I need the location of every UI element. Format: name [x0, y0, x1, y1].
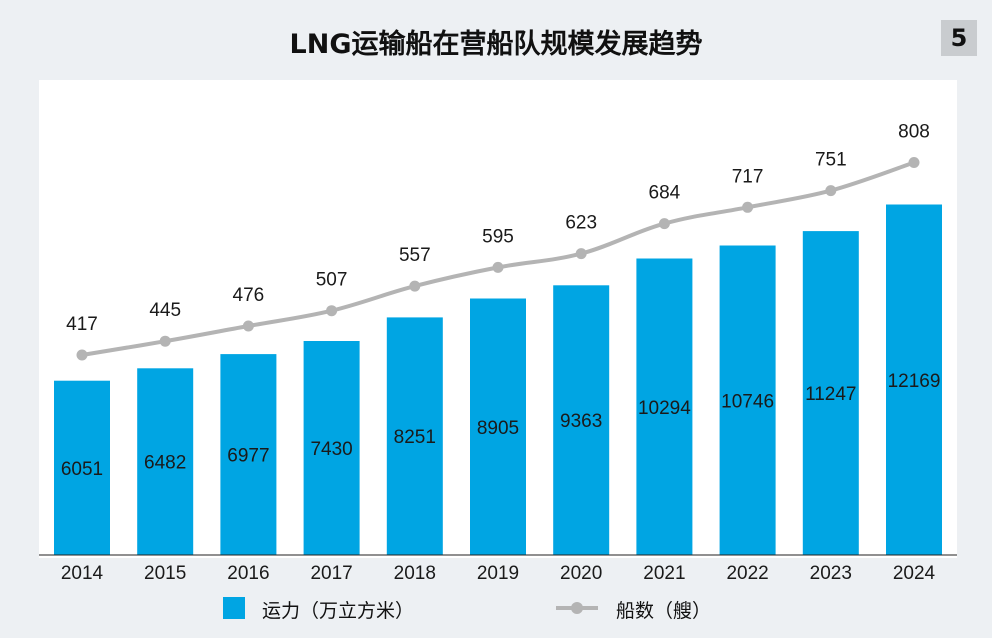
bar-2017 — [303, 341, 360, 555]
legend-label-bar: 运力（万立方米） — [262, 600, 415, 622]
x-tick-label-2019: 2019 — [477, 563, 519, 584]
ships-value-label-2017: 507 — [316, 270, 348, 291]
x-tick-label-2022: 2022 — [726, 563, 768, 584]
bar-2019 — [470, 298, 526, 555]
x-tick-label-2023: 2023 — [810, 563, 852, 584]
ships-value-label-2018: 557 — [399, 245, 431, 266]
legend-swatch-line — [556, 602, 598, 614]
ships-point-2017 — [326, 305, 338, 317]
ships-value-label-2019: 595 — [482, 226, 514, 247]
ships-point-2015 — [159, 335, 171, 347]
bar-2020 — [553, 285, 610, 555]
bar-2021 — [636, 258, 693, 555]
ships-value-label-2020: 623 — [565, 213, 597, 234]
ships-point-2016 — [242, 320, 254, 332]
legend-swatch-bar — [223, 597, 245, 619]
ships-value-label-2016: 476 — [233, 285, 265, 306]
bar-value-label-2020: 9363 — [560, 411, 602, 432]
ships-value-label-2024: 808 — [898, 122, 930, 143]
x-tick-label-2015: 2015 — [144, 563, 186, 584]
bar-2016 — [220, 354, 277, 555]
ships-point-2019 — [492, 261, 504, 273]
bar-labels-layer: 6051 6482 6977 7430 8251 8905 9363 10294 10746 11… — [61, 371, 941, 480]
bar-2015 — [137, 368, 194, 555]
bar-value-label-2018: 8251 — [394, 427, 436, 448]
bar-2014 — [54, 380, 110, 555]
bar-value-label-2022: 10746 — [721, 391, 774, 412]
ships-value-label-2021: 684 — [649, 183, 681, 204]
ships-value-label-2022: 717 — [732, 166, 764, 187]
chart-title: LNG运输船在营船队规模发展趋势 — [289, 29, 703, 60]
x-tick-label-2016: 2016 — [227, 563, 269, 584]
ships-value-label-2014: 417 — [66, 314, 98, 335]
bar-value-label-2019: 8905 — [477, 418, 519, 439]
bar-2024 — [886, 204, 942, 555]
figure-number-badge: 5 — [941, 20, 977, 56]
ships-point-2018 — [409, 280, 421, 292]
ships-point-2021 — [658, 218, 670, 230]
ships-point-2014 — [76, 349, 88, 361]
legend-label-line: 船数（艘） — [616, 600, 712, 622]
bar-value-label-2023: 11247 — [805, 384, 856, 405]
x-tick-label-2018: 2018 — [394, 563, 436, 584]
bars-layer — [54, 204, 942, 555]
bar-value-label-2015: 6482 — [144, 453, 186, 474]
x-tick-label-2020: 2020 — [560, 563, 602, 584]
x-tick-label-2014: 2014 — [61, 563, 104, 584]
bar-2023 — [802, 231, 859, 555]
x-tick-labels: 2014 2015 2016 2017 2018 2019 2020 2021 2022 2023… — [61, 563, 936, 584]
x-tick-label-2021: 2021 — [643, 563, 685, 584]
bar-value-label-2016: 6977 — [227, 446, 269, 467]
x-tick-label-2017: 2017 — [310, 563, 352, 584]
ships-point-2020 — [575, 248, 587, 260]
ships-point-2022 — [742, 201, 754, 213]
ships-value-label-2023: 751 — [815, 150, 847, 171]
ships-point-2023 — [825, 185, 837, 197]
bar-value-label-2014: 6051 — [61, 459, 103, 480]
bar-value-label-2024: 12169 — [888, 371, 941, 392]
line-layer: 417 445 476 507 557 595 623 684 717 751 808 — [66, 122, 930, 361]
ships-point-2024 — [908, 157, 920, 168]
x-tick-label-2024: 2024 — [893, 563, 936, 584]
bar-value-label-2021: 10294 — [638, 398, 691, 419]
bar-value-label-2017: 7430 — [310, 439, 352, 460]
ships-value-label-2015: 445 — [149, 300, 181, 321]
bar-2018 — [386, 317, 443, 555]
bar-2022 — [719, 245, 776, 555]
